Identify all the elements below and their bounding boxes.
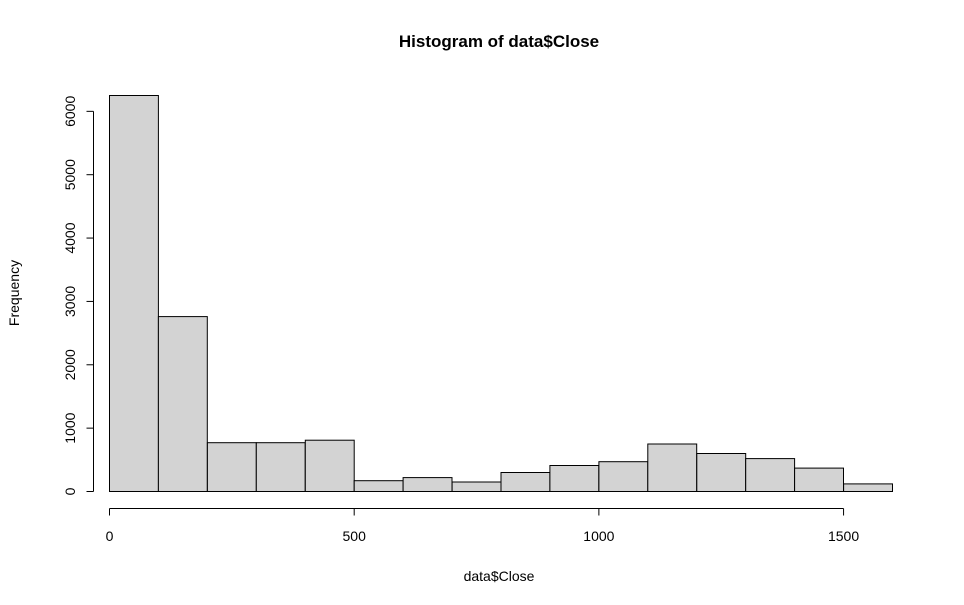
histogram-bar [843, 483, 893, 492]
histogram-bar [647, 443, 698, 492]
histogram-bar [304, 439, 355, 493]
histogram-bar [109, 95, 159, 492]
x-tick-label: 0 [106, 528, 114, 544]
x-axis: 0 500 1000 1500 [106, 508, 859, 544]
histogram-bar [549, 465, 600, 492]
y-tick-label: 6000 [62, 96, 78, 127]
histogram-bar [353, 480, 404, 493]
histogram-bar [451, 481, 502, 492]
x-tick-label: 500 [343, 528, 367, 544]
histogram-bar [402, 477, 453, 493]
histogram-bar [745, 458, 796, 493]
y-axis: 0 1000 2000 3000 4000 5000 6000 [62, 96, 94, 495]
histogram-bar [157, 316, 208, 492]
y-tick-label: 1000 [62, 412, 78, 443]
x-axis-label: data$Close [464, 568, 535, 584]
histogram-bar [255, 442, 306, 493]
histogram-bar [598, 461, 649, 493]
x-tick-label: 1500 [828, 528, 859, 544]
y-tick-label: 0 [62, 487, 78, 495]
y-tick-label: 3000 [62, 286, 78, 317]
histogram-bar [794, 467, 844, 493]
y-tick-label: 5000 [62, 159, 78, 190]
y-axis-label: Frequency [6, 260, 22, 326]
histogram-bar [696, 453, 747, 492]
histogram-bar [206, 442, 257, 493]
y-tick-label: 2000 [62, 349, 78, 380]
histogram-bar [500, 472, 551, 492]
y-tick-label: 4000 [62, 222, 78, 253]
histogram-bars [109, 95, 893, 493]
x-tick-label: 1000 [583, 528, 614, 544]
chart-title: Histogram of data$Close [399, 32, 599, 51]
